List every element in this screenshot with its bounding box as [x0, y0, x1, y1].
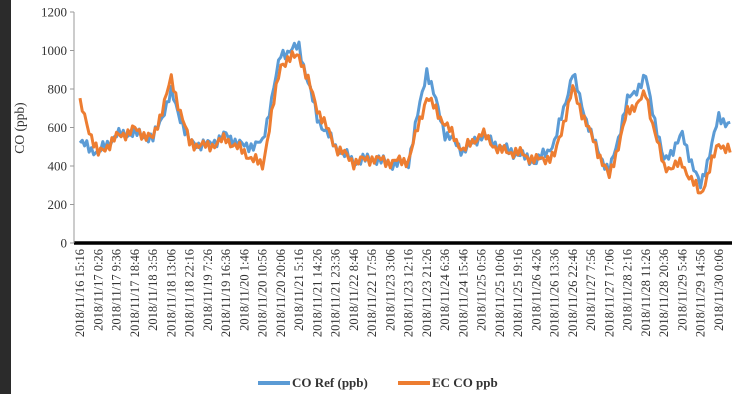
legend-item-ec-co: EC CO ppb: [398, 375, 498, 390]
y-tick-label: 800: [48, 82, 68, 97]
x-tick-label: 2018/11/28 11:26: [639, 249, 653, 337]
y-tick-label: 1200: [41, 5, 67, 20]
x-tick-label: 2018/11/26 22:46: [566, 249, 580, 337]
x-tick-label: 2018/11/29 14:56: [694, 249, 708, 337]
x-tick-label: 2018/11/28 2:16: [621, 249, 635, 331]
y-tick-label: 200: [48, 197, 68, 212]
legend-label-ec-co: EC CO ppb: [432, 375, 498, 390]
series-layer: [78, 40, 732, 195]
x-tick-label: 2018/11/25 19:16: [511, 249, 525, 337]
y-tick-label: 400: [48, 159, 68, 174]
y-tick-label: 1000: [41, 43, 67, 58]
x-tick-label: 2018/11/21 5:16: [292, 249, 306, 331]
x-tick-label: 2018/11/21 14:26: [310, 249, 324, 337]
x-tick-label: 2018/11/27 17:06: [602, 249, 616, 337]
x-tick-label: 2018/11/17 0:26: [91, 249, 105, 331]
x-tick-label: 2018/11/27 7:56: [584, 249, 598, 331]
y-tick-label: 600: [48, 120, 68, 135]
x-tick-label: 2018/11/18 3:56: [146, 249, 160, 331]
x-tick-label: 2018/11/20 10:56: [256, 249, 270, 337]
x-tick-label: 2018/11/23 3:06: [383, 249, 397, 331]
x-tick-label: 2018/11/22 17:56: [365, 249, 379, 337]
legend-label-co-ref: CO Ref (ppb): [292, 375, 368, 390]
x-tick-label: 2018/11/19 16:36: [219, 249, 233, 337]
legend-item-co-ref: CO Ref (ppb): [258, 375, 368, 390]
x-tick-label: 2018/11/28 20:36: [657, 249, 671, 337]
x-tick-label: 2018/11/19 7:26: [201, 249, 215, 331]
x-tick-label: 2018/11/25 0:56: [475, 249, 489, 331]
x-axis-ticks: 2018/11/16 15:16 2018/11/17 0:26 2018/11/1…: [73, 249, 732, 337]
x-tick-label: 2018/11/25 10:06: [493, 249, 507, 337]
x-tick-label: 2018/11/26 13:36: [548, 249, 562, 337]
series-line-ec-co: [78, 50, 732, 195]
x-tick-label: 2018/11/21 23:36: [329, 249, 343, 337]
x-tick-label: 2018/11/23 12:16: [402, 249, 416, 337]
x-tick-label: 2018/11/30 0:06: [712, 249, 726, 331]
y-tick-label: 0: [61, 236, 68, 251]
window-edge-strip: [0, 0, 11, 394]
x-tick-label: 2018/11/22 8:46: [347, 249, 361, 331]
x-tick-label: 2018/11/16 15:16: [73, 249, 87, 337]
x-tick-label: 2018/11/23 21:26: [420, 249, 434, 337]
x-tick-label: 2018/11/18 22:16: [183, 249, 197, 337]
x-tick-label: 2018/11/18 13:06: [164, 249, 178, 337]
x-tick-label: 2018/11/17 18:46: [128, 249, 142, 337]
x-tick-label: 2018/11/30 9:16: [730, 249, 732, 331]
legend: CO Ref (ppb) EC CO ppb: [258, 375, 498, 390]
y-axis-label: CO (ppb): [12, 102, 27, 153]
x-tick-label: 2018/11/24 15:46: [456, 249, 470, 337]
x-tick-label: 2018/11/24 6:36: [438, 249, 452, 331]
x-tick-label: 2018/11/17 9:36: [110, 249, 124, 331]
y-axis-ticks: 0 200 400 600 800 1000 1200: [41, 5, 74, 251]
x-tick-label: 2018/11/26 4:26: [529, 249, 543, 331]
x-tick-label: 2018/11/29 5:46: [675, 249, 689, 331]
x-tick-label: 2018/11/20 20:06: [274, 249, 288, 337]
x-tick-label: 2018/11/20 1:46: [237, 249, 251, 331]
